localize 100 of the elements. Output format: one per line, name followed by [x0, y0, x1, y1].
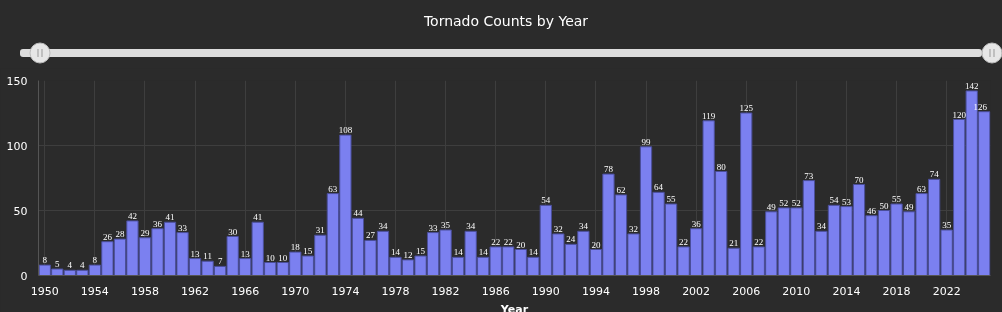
- data-label: 18: [290, 242, 301, 253]
- data-label: 42: [127, 210, 137, 221]
- data-label: 8: [42, 255, 48, 266]
- data-label: 31: [315, 225, 325, 236]
- data-label: 49: [766, 201, 777, 212]
- data-label: 20: [516, 239, 526, 250]
- data-label: 22: [679, 236, 689, 247]
- data-label: 26: [102, 231, 113, 242]
- data-label: 14: [528, 247, 539, 258]
- data-label: 99: [641, 136, 652, 147]
- data-label: 55: [666, 194, 677, 204]
- data-label: 13: [190, 248, 201, 259]
- data-label: 8: [92, 255, 98, 266]
- x-tick-label: 1994: [581, 284, 610, 298]
- x-tick-label: 1978: [381, 284, 410, 298]
- y-tick-label: 0: [20, 269, 28, 283]
- x-tick-label: 1974: [331, 284, 360, 298]
- data-label: 55: [892, 194, 902, 204]
- data-label: 32: [629, 223, 638, 234]
- y-tick-label: 50: [13, 204, 28, 218]
- x-tick-label: 1982: [431, 284, 460, 298]
- x-tick-label: 1998: [632, 284, 661, 298]
- data-label: 34: [816, 221, 827, 232]
- x-axis-title: Year: [499, 302, 529, 312]
- data-label: 4: [67, 260, 73, 271]
- x-tick-label: 2018: [882, 284, 911, 298]
- data-label: 142: [964, 80, 979, 91]
- data-label: 11: [203, 251, 212, 262]
- data-label: 119: [702, 110, 716, 121]
- x-tick-label: 2006: [732, 284, 761, 298]
- data-label: 32: [553, 223, 563, 234]
- x-tick-label: 1970: [281, 284, 310, 298]
- data-label: 73: [804, 170, 814, 181]
- data-label: 41: [165, 212, 175, 223]
- data-label: 34: [466, 221, 476, 232]
- x-tick-label: 2014: [832, 284, 861, 298]
- data-label: 34: [378, 221, 388, 232]
- data-label: 46: [867, 205, 877, 216]
- data-label: 63: [328, 183, 338, 194]
- x-tick-label: 2010: [782, 284, 811, 298]
- data-label: 24: [566, 234, 576, 245]
- data-label: 74: [929, 169, 940, 180]
- data-label: 27: [365, 230, 376, 241]
- x-tick-label: 1986: [481, 284, 510, 298]
- data-label: 63: [917, 183, 927, 194]
- data-label: 5: [55, 259, 61, 269]
- chart-title: Tornado Counts by Year: [423, 12, 589, 31]
- data-label: 29: [140, 227, 150, 238]
- data-label: 22: [491, 236, 501, 247]
- x-tick-label: 1954: [80, 284, 109, 298]
- data-label: 41: [253, 212, 263, 223]
- x-tick-label: 2022: [932, 284, 961, 298]
- data-label: 12: [403, 249, 413, 260]
- data-label: 22: [503, 236, 513, 247]
- data-label: 10: [278, 252, 288, 263]
- data-label: 52: [779, 197, 789, 208]
- data-label: 36: [153, 218, 163, 229]
- data-label: 62: [616, 184, 626, 195]
- data-label: 13: [240, 248, 251, 259]
- data-label: 36: [691, 218, 702, 229]
- data-label: 20: [591, 239, 601, 250]
- data-label: 10: [265, 252, 276, 263]
- data-label: 35: [942, 220, 952, 230]
- data-label: 4: [80, 260, 86, 271]
- data-label: 125: [739, 103, 754, 113]
- data-label: 33: [428, 222, 439, 233]
- data-label: 52: [791, 197, 801, 208]
- y-tick-label: 100: [6, 139, 28, 153]
- x-tick-label: 1966: [231, 284, 260, 298]
- data-label: 14: [453, 247, 464, 258]
- data-label: 7: [217, 256, 223, 267]
- x-tick-label: 1990: [531, 284, 560, 298]
- data-label: 15: [416, 246, 426, 256]
- data-label: 14: [391, 247, 401, 258]
- data-label: 54: [541, 195, 551, 206]
- data-label: 50: [879, 200, 890, 211]
- y-tick-label: 150: [6, 74, 28, 88]
- data-label: 22: [754, 236, 764, 247]
- data-label: 70: [854, 174, 864, 185]
- x-tick-label: 1962: [181, 284, 210, 298]
- data-label: 49: [904, 201, 915, 212]
- data-label: 14: [478, 247, 489, 258]
- x-tick-label: 1950: [30, 284, 59, 298]
- data-label: 53: [841, 196, 852, 207]
- data-label: 15: [303, 246, 313, 256]
- data-label: 35: [441, 220, 451, 230]
- data-label: 34: [578, 221, 589, 232]
- x-tick-label: 1958: [130, 284, 159, 298]
- data-label: 44: [353, 208, 363, 219]
- data-label: 80: [716, 161, 727, 172]
- data-label: 54: [829, 195, 839, 206]
- data-label: 21: [729, 238, 739, 249]
- x-tick-label: 2002: [682, 284, 711, 298]
- data-label: 33: [178, 222, 188, 233]
- data-label: 30: [228, 226, 238, 237]
- data-label: 64: [654, 182, 664, 193]
- data-label: 120: [952, 109, 967, 120]
- data-label: 108: [338, 125, 353, 136]
- data-label: 78: [603, 164, 614, 175]
- data-label: 28: [115, 229, 125, 240]
